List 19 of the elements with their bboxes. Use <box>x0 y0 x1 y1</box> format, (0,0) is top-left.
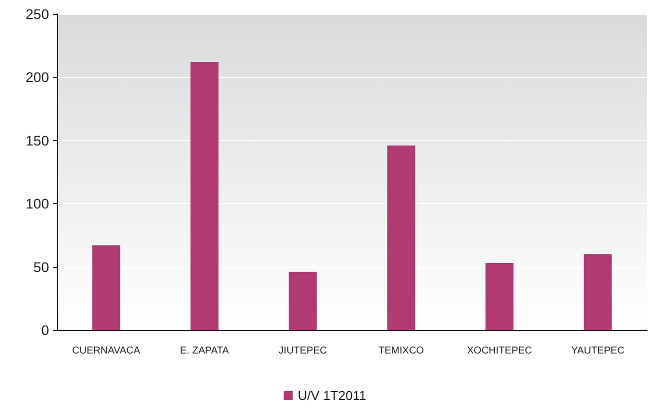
x-tick-label: JIUTEPEC <box>278 346 328 356</box>
legend-label: U/V 1T2011 <box>298 388 366 403</box>
bar <box>190 62 218 330</box>
x-tick-label: E. ZAPATA <box>180 346 230 356</box>
y-tick-label: 50 <box>33 258 50 275</box>
y-tick-label: 250 <box>26 6 50 22</box>
x-tick-label: CUERNAVACA <box>72 346 140 356</box>
y-tick-label: 200 <box>26 69 50 86</box>
bar <box>486 263 514 330</box>
x-tick-label: TEMIXCO <box>378 346 424 356</box>
x-tick-label: XOCHITEPEC <box>466 346 532 356</box>
y-tick-label: 100 <box>26 196 50 212</box>
x-tick-label: YAUTEPEC <box>571 346 624 356</box>
bar <box>92 245 120 330</box>
bar <box>288 272 317 330</box>
y-tick-label: 150 <box>26 132 50 148</box>
bar <box>387 145 416 330</box>
y-tick-label: 0 <box>41 322 50 338</box>
bar <box>584 254 612 330</box>
